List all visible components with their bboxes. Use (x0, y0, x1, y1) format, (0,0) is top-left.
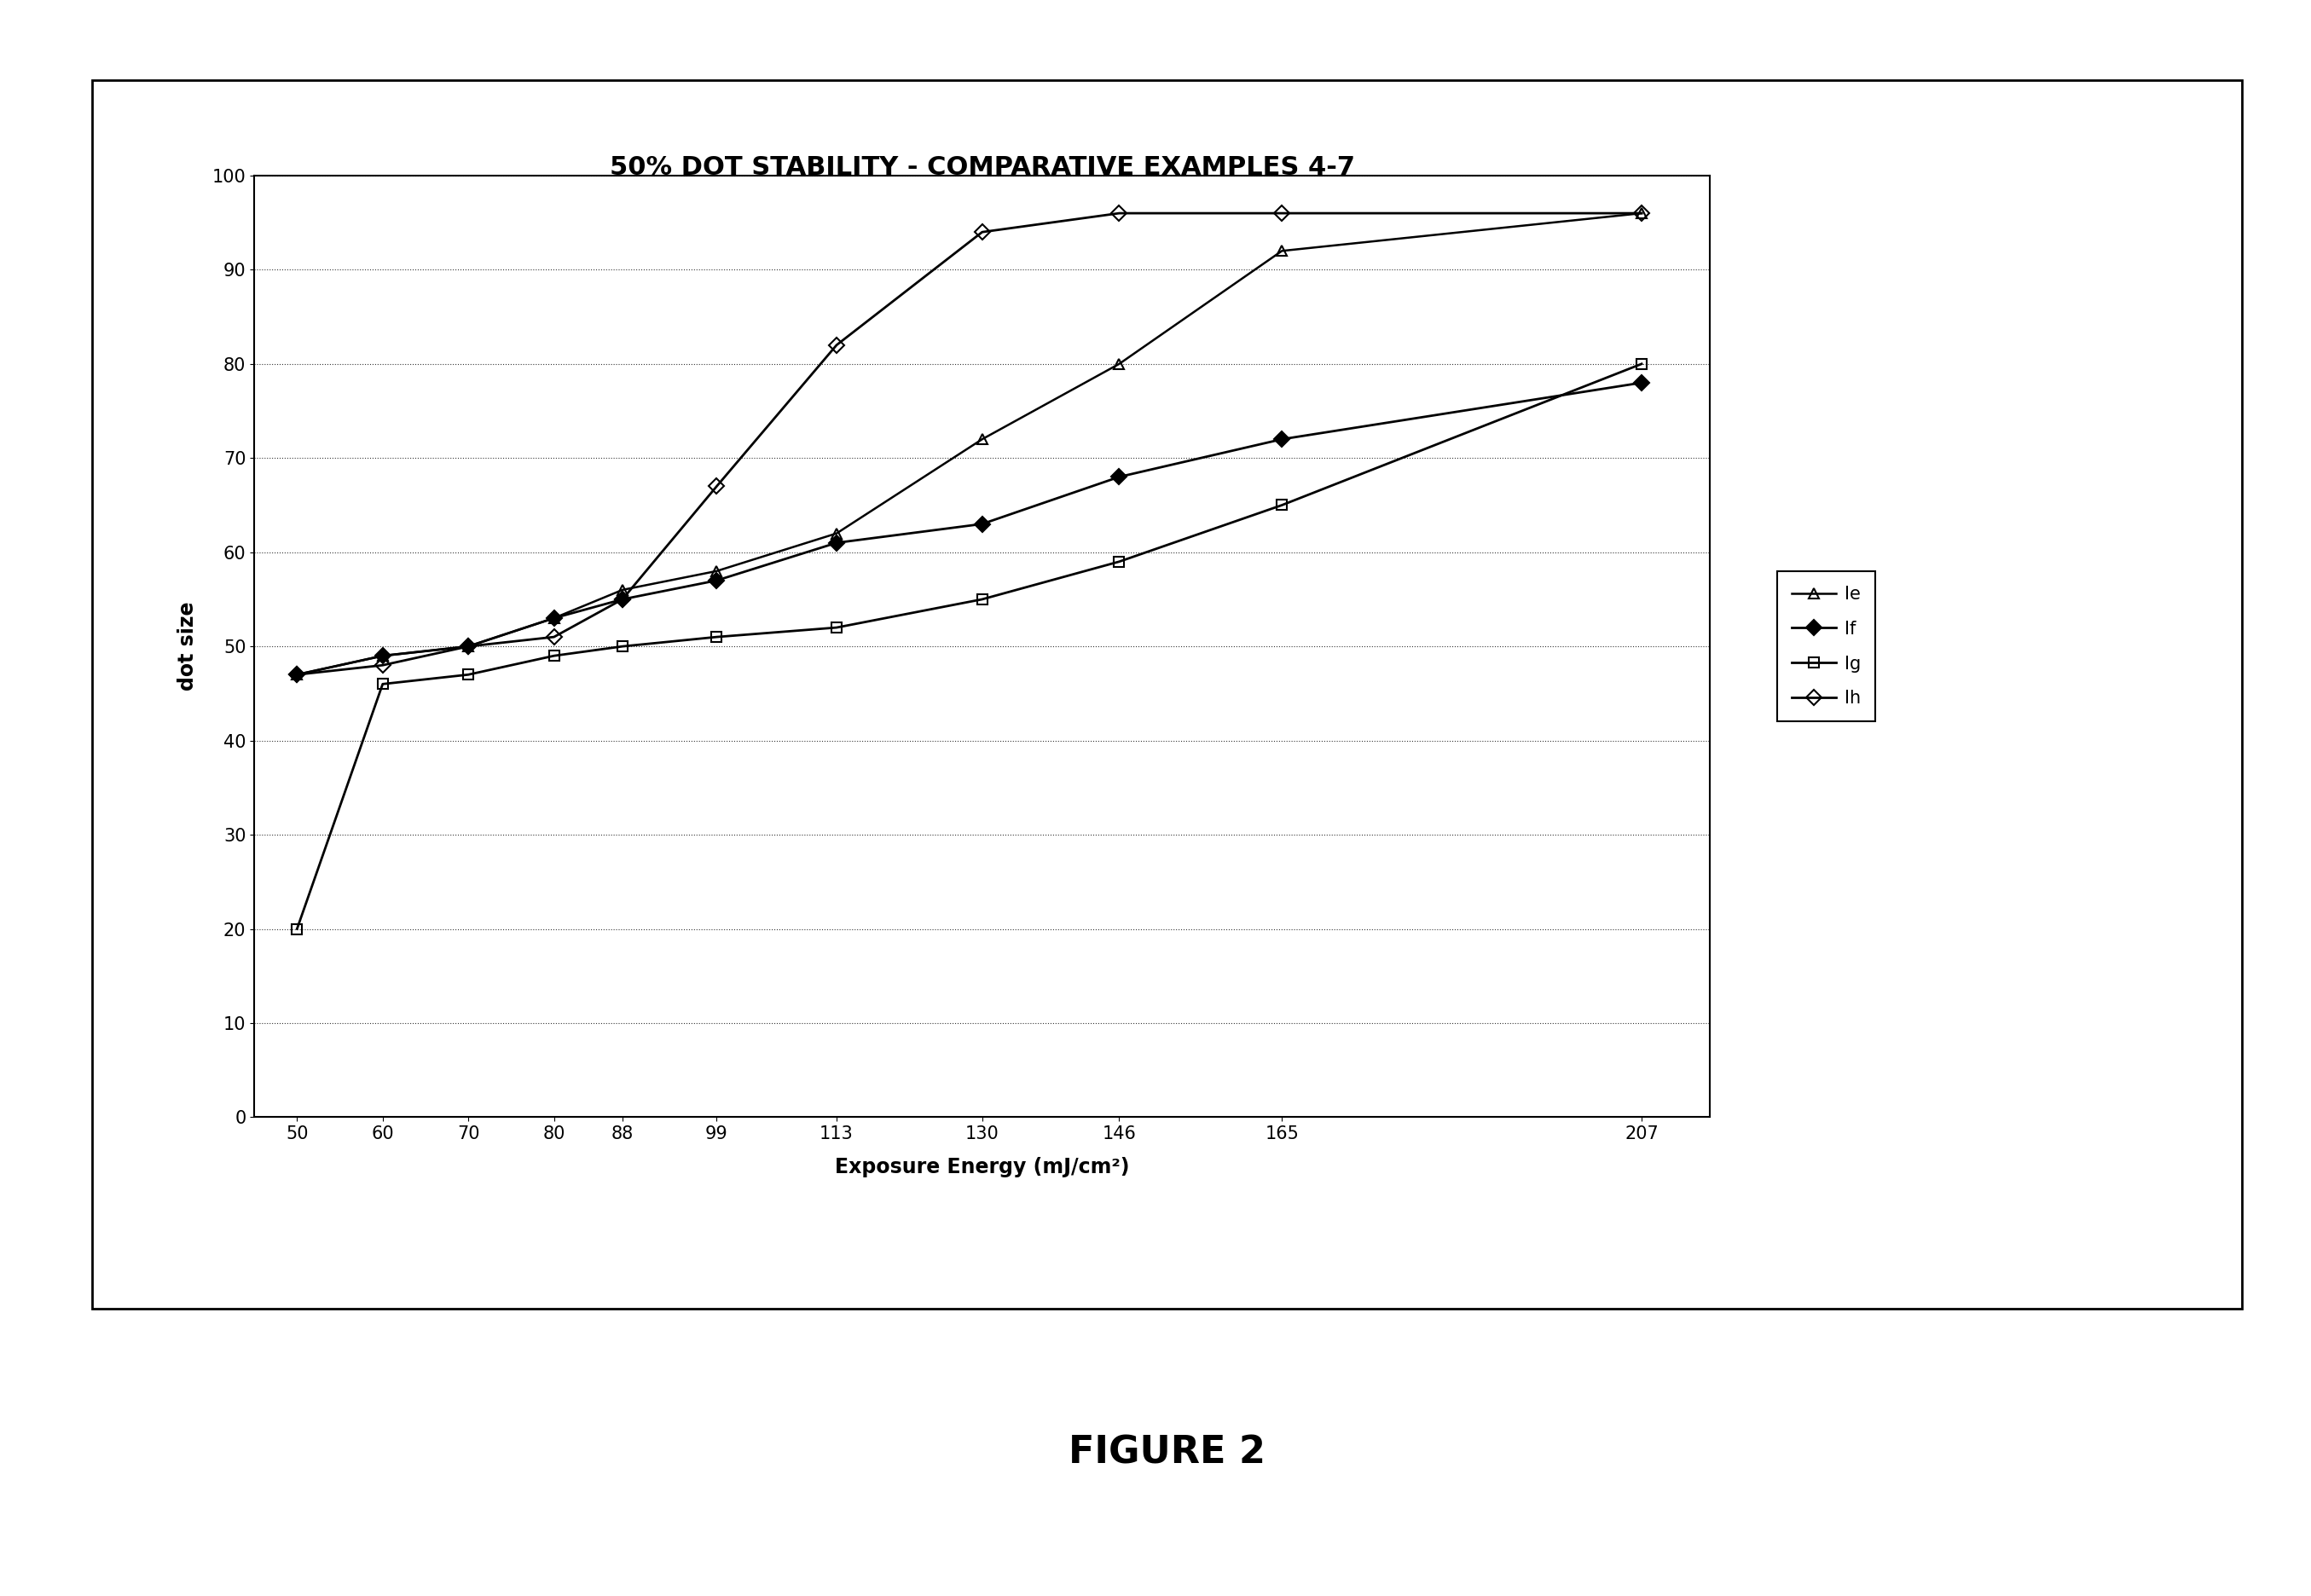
Ig (284, 919, 312, 938)
Ie (608, 581, 636, 600)
Ig (703, 627, 730, 646)
If (608, 589, 636, 608)
If (455, 637, 483, 656)
Ie (541, 608, 569, 627)
Ie (1627, 204, 1655, 223)
Ig (608, 637, 636, 656)
Ie (823, 523, 850, 543)
Ih (1269, 204, 1296, 223)
Text: 50% DOT STABILITY - COMPARATIVE EXAMPLES 4-7: 50% DOT STABILITY - COMPARATIVE EXAMPLES… (610, 155, 1354, 180)
Ig (370, 675, 397, 694)
If (703, 571, 730, 591)
Ih (968, 222, 996, 241)
Line: If: If (291, 377, 1648, 680)
Ig (968, 589, 996, 608)
Ig (823, 618, 850, 637)
Legend: Ie, If, Ig, Ih: Ie, If, Ig, Ih (1777, 571, 1877, 721)
Ie (968, 429, 996, 448)
X-axis label: Exposure Energy (mJ/cm²): Exposure Energy (mJ/cm²) (834, 1157, 1130, 1178)
Line: Ie: Ie (291, 207, 1648, 680)
Ih (1627, 204, 1655, 223)
If (968, 514, 996, 533)
Ie (370, 646, 397, 666)
Ih (608, 589, 636, 608)
If (823, 533, 850, 552)
If (541, 608, 569, 627)
Ih (284, 666, 312, 685)
Ie (703, 562, 730, 581)
Y-axis label: dot size: dot size (178, 602, 199, 691)
Ig (1105, 552, 1132, 571)
Ig (1627, 354, 1655, 373)
Line: Ig: Ig (291, 359, 1648, 934)
Line: Ih: Ih (291, 207, 1648, 680)
If (370, 646, 397, 666)
If (1627, 373, 1655, 393)
Ig (455, 666, 483, 685)
Ie (284, 666, 312, 685)
Text: FIGURE 2: FIGURE 2 (1068, 1435, 1266, 1470)
Ih (370, 656, 397, 675)
Ie (455, 637, 483, 656)
If (1105, 468, 1132, 487)
Ih (703, 477, 730, 496)
Ie (1105, 354, 1132, 373)
Ih (455, 637, 483, 656)
Ih (541, 627, 569, 646)
If (1269, 429, 1296, 448)
Ig (1269, 495, 1296, 514)
Ig (541, 646, 569, 666)
Ih (1105, 204, 1132, 223)
If (284, 666, 312, 685)
Ie (1269, 241, 1296, 260)
Ih (823, 335, 850, 354)
